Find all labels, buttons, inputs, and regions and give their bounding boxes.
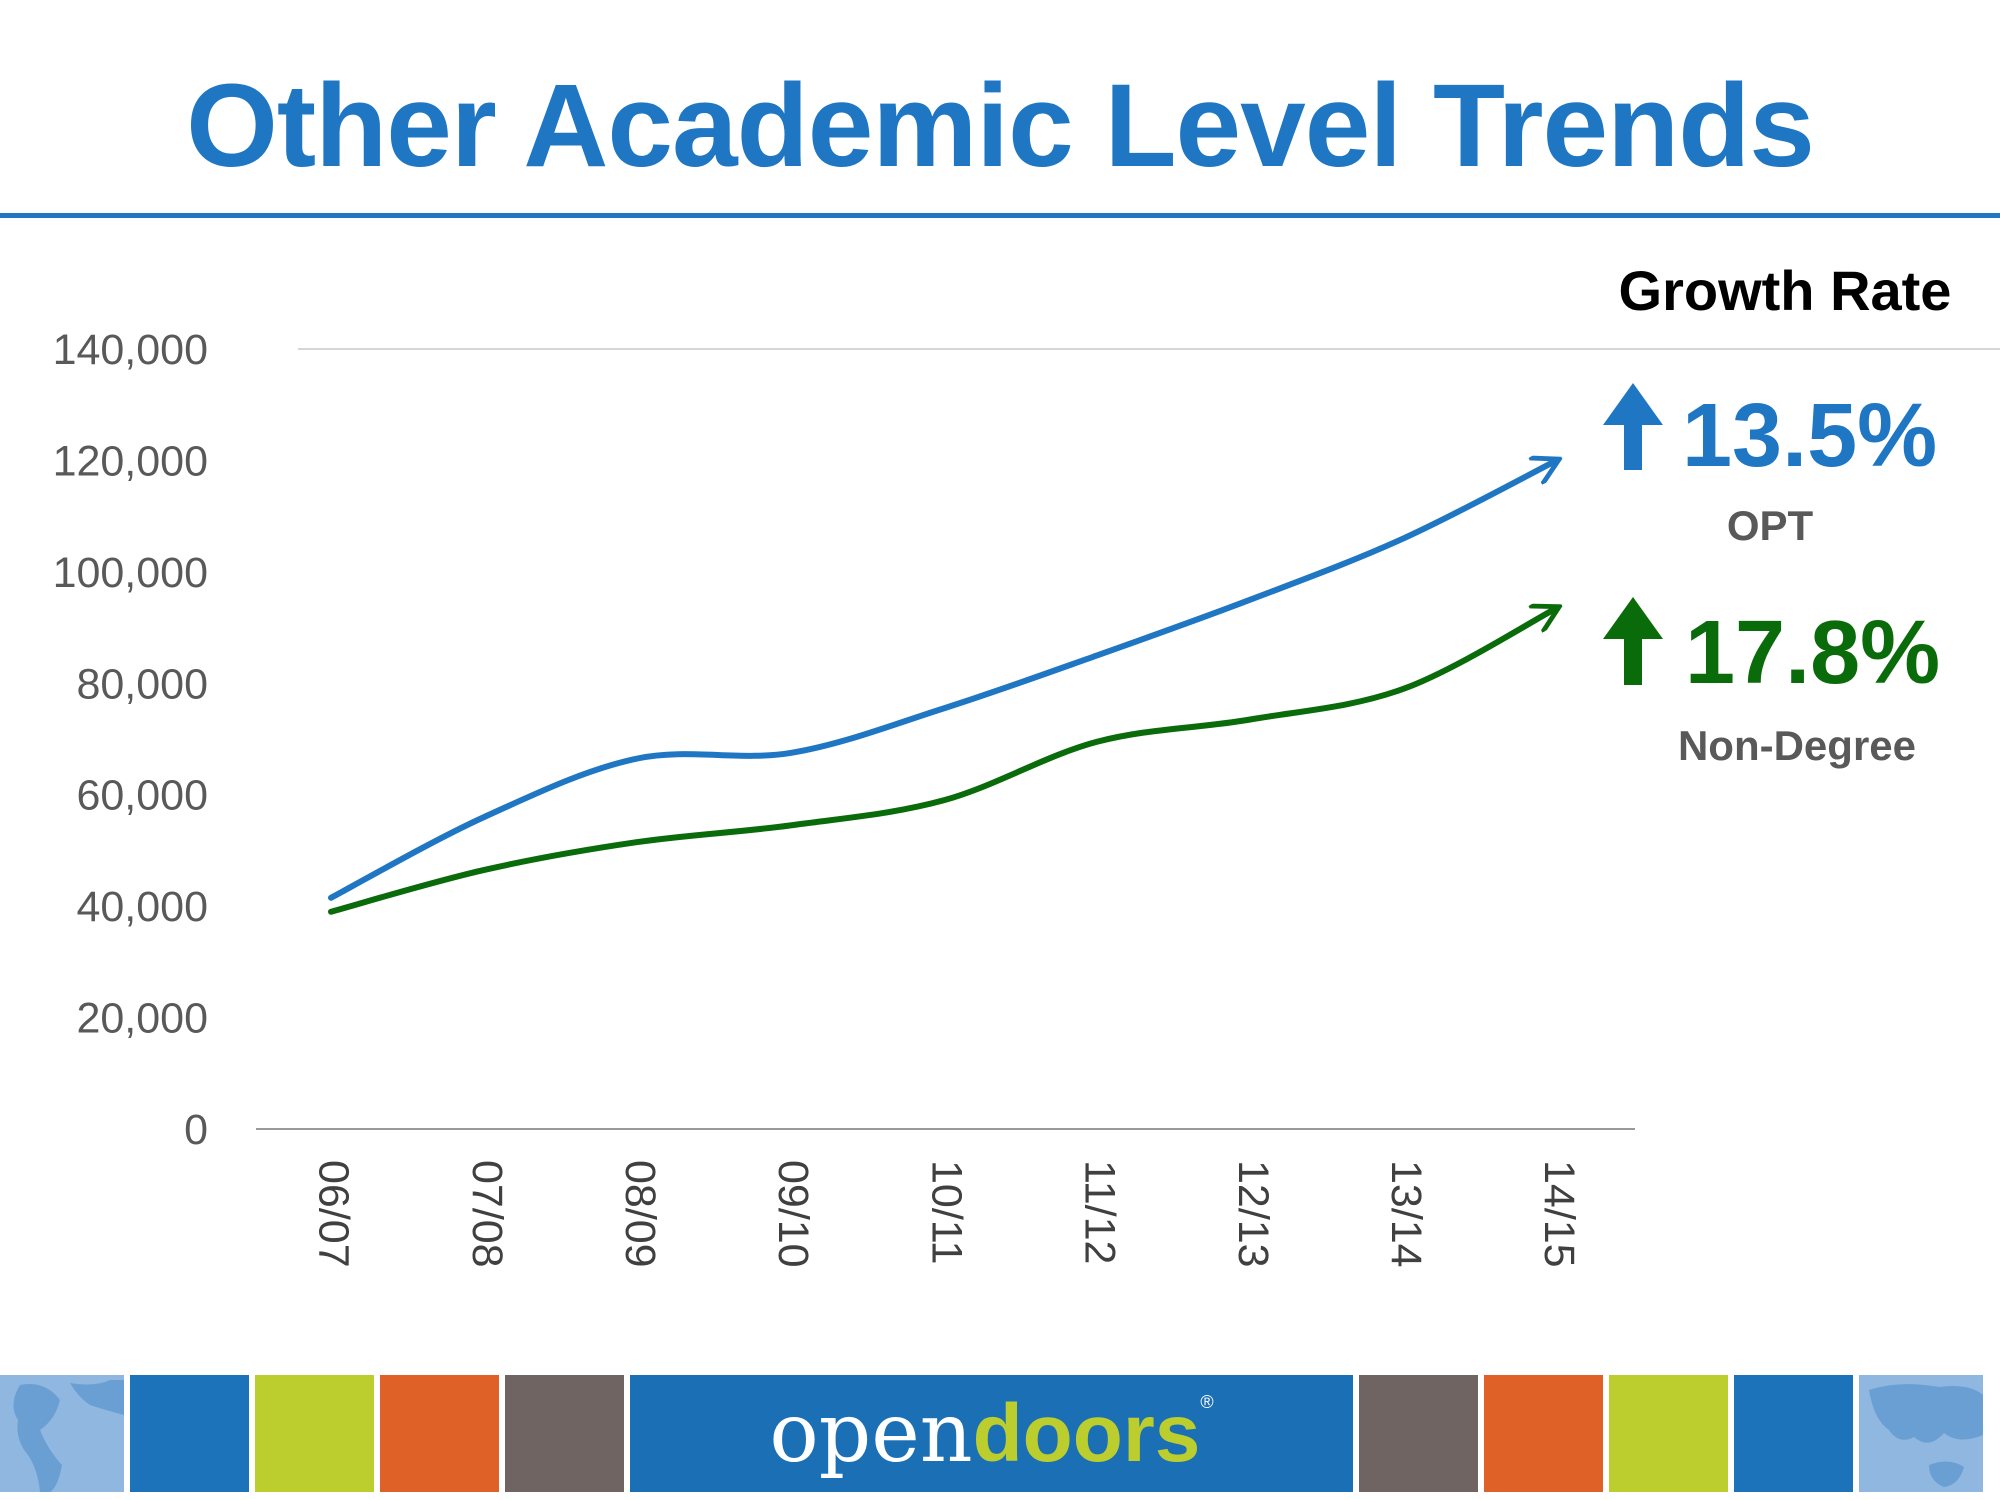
color-tile-green-2 <box>1609 1375 1728 1492</box>
series-line-opt <box>328 460 1557 901</box>
x-tick-label: 13/14 <box>1382 1160 1430 1268</box>
title-divider <box>0 213 2000 218</box>
y-tick-label: 140,000 <box>53 326 208 374</box>
color-tile-blue-2 <box>1734 1375 1853 1492</box>
logo-open-text: open <box>769 1385 973 1481</box>
color-tile-gray <box>505 1375 624 1492</box>
series-line-non-degree <box>328 608 1557 915</box>
color-tile-green <box>255 1375 374 1492</box>
growth-rate-value: 17.8% <box>1685 603 1940 703</box>
up-arrow-icon <box>1603 597 1663 685</box>
x-tick-label: 14/15 <box>1535 1160 1583 1268</box>
globe-americas-icon <box>0 1375 124 1492</box>
color-tile-gray-2 <box>1359 1375 1478 1492</box>
page-title: Other Academic Level Trends <box>186 60 1815 192</box>
y-tick-label: 20,000 <box>76 995 208 1043</box>
growth-rate-label: OPT <box>1727 502 1814 549</box>
color-tile-blue <box>130 1375 249 1492</box>
logo-registered-mark: ® <box>1200 1391 1214 1412</box>
growth-rate-value: 13.5% <box>1682 386 1937 486</box>
y-tick-label: 120,000 <box>53 437 208 485</box>
growth-rate-heading: Growth Rate <box>1619 259 1952 322</box>
x-tick-label: 07/08 <box>463 1160 511 1268</box>
world-map-asia-tile <box>1859 1375 1983 1492</box>
x-tick-label: 11/12 <box>1076 1160 1124 1264</box>
up-arrow-icon <box>1603 383 1663 470</box>
opendoors-logo: opendoors® <box>630 1375 1353 1492</box>
y-tick-label: 60,000 <box>76 772 208 820</box>
x-tick-label: 12/13 <box>1229 1160 1277 1268</box>
y-tick-label: 40,000 <box>76 883 208 931</box>
y-tick-label: 80,000 <box>76 660 208 708</box>
y-tick-label: 0 <box>184 1106 208 1154</box>
x-tick-label: 06/07 <box>310 1160 358 1268</box>
logo-doors-text: doors <box>972 1387 1201 1479</box>
color-tile-orange-2 <box>1484 1375 1603 1492</box>
world-map-americas-tile <box>0 1375 124 1492</box>
y-tick-label: 100,000 <box>53 549 208 597</box>
x-tick-label: 09/10 <box>769 1160 817 1268</box>
color-tile-orange <box>380 1375 499 1492</box>
globe-asia-icon <box>1859 1375 1983 1492</box>
x-tick-label: 08/09 <box>616 1160 664 1268</box>
footer-banner: opendoors® <box>0 1375 2000 1492</box>
line-chart: 0 20,000 40,000 60,000 80,000 100,000 120,000 1… <box>53 259 2000 1268</box>
x-tick-label: 10/11 <box>922 1160 970 1264</box>
growth-rate-label: Non-Degree <box>1678 722 1916 769</box>
